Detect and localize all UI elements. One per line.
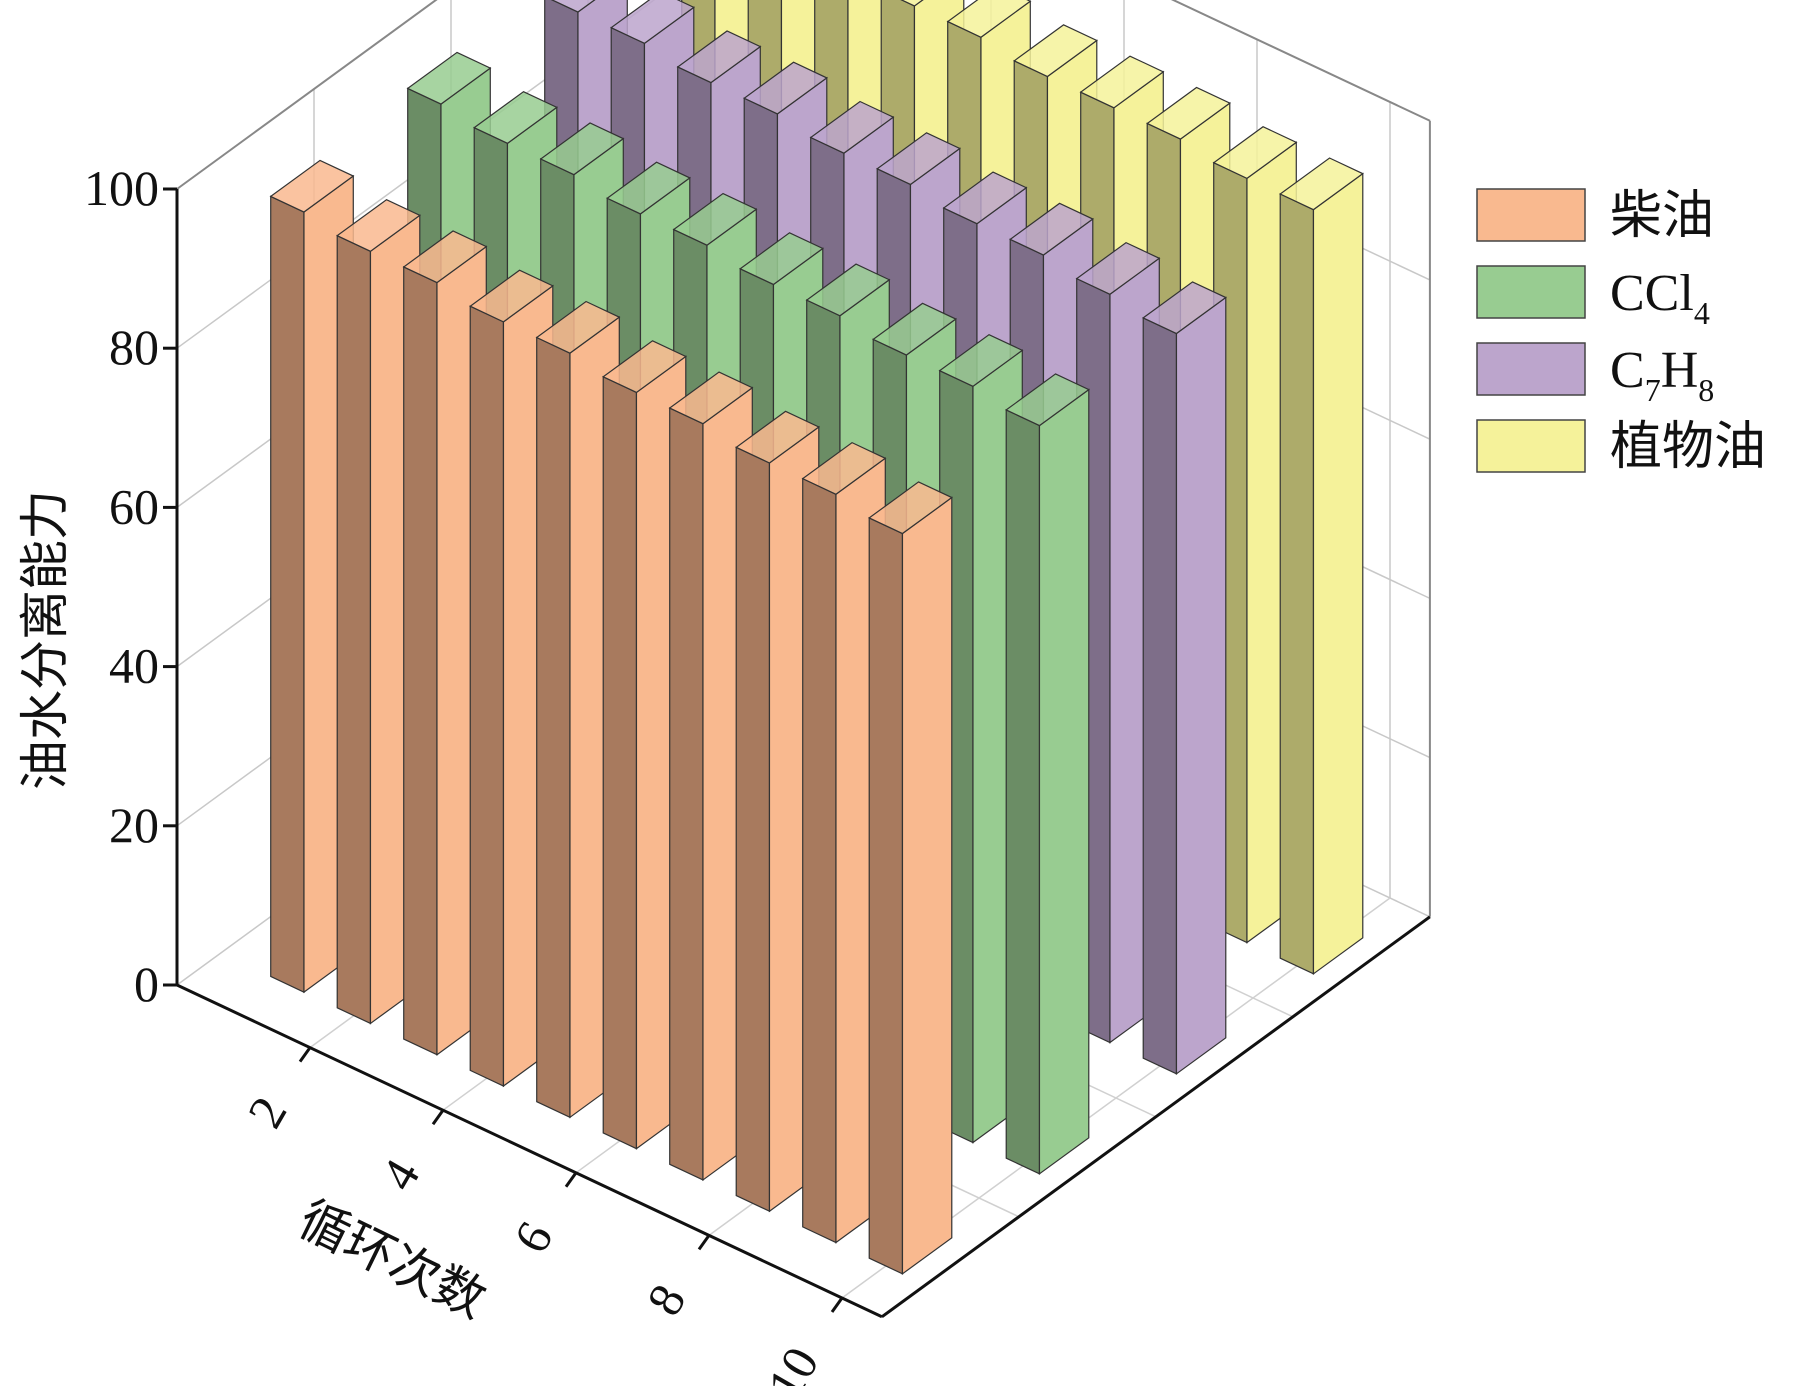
bar-top-face <box>938 333 1024 388</box>
bar-top-face <box>805 263 891 317</box>
bar-side-face <box>669 407 704 1181</box>
legend-swatch-柴油 <box>1476 188 1586 242</box>
bar-top-face <box>868 481 953 535</box>
legend-text: 柴油 <box>1610 188 1714 245</box>
x-tick <box>697 1234 711 1251</box>
bar-side-face <box>735 446 771 1213</box>
bar-top-face <box>1009 202 1094 256</box>
z-tick-label: 80 <box>109 319 159 375</box>
bar-top-face <box>402 230 488 284</box>
legend-swatch-CCl4 <box>1476 265 1586 319</box>
bar-CCl4-10 <box>1005 373 1090 1176</box>
bar-top-face <box>469 269 554 323</box>
x-tick <box>830 1297 844 1313</box>
bar-top-face <box>1142 281 1227 335</box>
bar-top-face <box>539 122 625 176</box>
bar-top-face <box>473 91 558 145</box>
back-edge <box>1170 0 1431 122</box>
z-tick-label: 0 <box>134 956 159 1012</box>
x-axis-title: 循环次数 <box>290 1190 495 1330</box>
bar-top-face <box>801 441 887 495</box>
legend-swatch-C7H8 <box>1476 342 1586 396</box>
legend-subscript: 8 <box>1698 372 1714 408</box>
bar-top-face <box>1212 126 1298 180</box>
bar-top-face <box>872 302 957 356</box>
y-axis-line <box>881 915 1431 1318</box>
bar-side-face <box>602 375 638 1150</box>
legend-text: 植物油 <box>1610 419 1766 476</box>
bar-top-face <box>876 132 961 186</box>
x-tick-label: 2 <box>237 1087 298 1137</box>
back-edge <box>176 0 438 190</box>
bar-side-face <box>868 516 904 1275</box>
bar-top-face <box>602 340 687 394</box>
bar-top-face <box>672 192 758 246</box>
legend-label-C7H8: C7H8 <box>1610 342 1714 408</box>
bar-top-face <box>946 0 1032 38</box>
z-tick-label: 40 <box>109 638 159 694</box>
x-axis-line <box>176 983 883 1319</box>
bar-top-face <box>942 171 1028 225</box>
bar-top-face <box>900 0 924 7</box>
bar-top-face <box>739 232 824 286</box>
bar-side-face <box>270 195 305 994</box>
bar-top-face <box>1279 157 1364 211</box>
bar-side-face <box>802 477 837 1244</box>
bar-front-face <box>1038 388 1090 1176</box>
bar-top-face <box>1075 241 1161 295</box>
bar-top-face <box>668 371 754 425</box>
bar-top-face <box>336 198 421 252</box>
legend-text: CCl <box>1610 265 1694 322</box>
bar-top-face <box>743 61 828 115</box>
z-axis-title: 油水分离能力 <box>16 490 74 790</box>
bar-柴油-10 <box>868 481 953 1276</box>
bar-top-face <box>606 161 691 215</box>
bar-side-face <box>336 234 372 1025</box>
bar-C7H8-10 <box>1142 281 1227 1076</box>
x-tick <box>431 1109 445 1126</box>
legend-swatch-植物油 <box>1476 419 1586 473</box>
bar-top-face <box>269 159 355 213</box>
bar-top-face <box>550 0 596 13</box>
bar-front-face <box>901 496 953 1276</box>
bar-top-face <box>735 410 820 464</box>
bar-top-face <box>1146 86 1231 140</box>
x-tick-label: 10 <box>756 1338 829 1386</box>
bar-top-face <box>610 0 695 45</box>
bar-side-face <box>1142 316 1178 1075</box>
bar-top-face <box>535 300 621 354</box>
bar-top-face <box>809 100 895 154</box>
legend-label-柴油: 柴油 <box>1610 188 1714 245</box>
legend-label-CCl4: CCl4 <box>1610 265 1710 331</box>
z-tick-label: 20 <box>109 797 159 853</box>
bar-side-face <box>1005 408 1041 1175</box>
bar-top-face <box>1079 55 1165 109</box>
z-tick-label: 100 <box>84 160 159 216</box>
legend-subscript: 4 <box>1694 295 1710 331</box>
bar-front-face <box>1312 172 1364 976</box>
bar-top-face <box>676 30 762 84</box>
bar-side-face <box>469 305 505 1087</box>
bar-植物油-10 <box>1279 157 1364 976</box>
x-tick-label: 4 <box>370 1150 431 1200</box>
bar-top-face <box>1013 24 1098 78</box>
z-tick-label: 60 <box>109 478 159 534</box>
x-tick-label: 6 <box>503 1212 564 1262</box>
bar-side-face <box>536 336 571 1119</box>
x-tick-label: 8 <box>636 1275 697 1325</box>
legend-text: C <box>1610 342 1645 399</box>
bar-top-face <box>406 51 492 105</box>
legend-text: H <box>1661 342 1699 399</box>
bar-side-face <box>1279 193 1315 975</box>
bar-front-face <box>1175 296 1227 1076</box>
legend-subscript: 7 <box>1645 372 1661 408</box>
bar-side-face <box>403 266 438 1056</box>
x-tick <box>298 1046 312 1063</box>
legend-label-植物油: 植物油 <box>1610 419 1766 476</box>
x-tick <box>564 1171 578 1188</box>
bar-top-face <box>1005 373 1090 427</box>
